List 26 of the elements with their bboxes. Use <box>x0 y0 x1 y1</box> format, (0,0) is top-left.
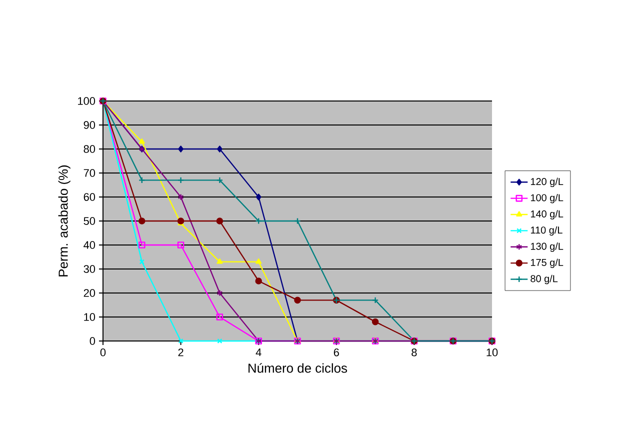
y-tick-label: 20 <box>84 289 96 297</box>
x-tick-label: 0 <box>100 348 106 356</box>
y-tick-label: 100 <box>78 97 96 105</box>
legend-label: 120 g/L <box>530 178 564 188</box>
y-tick-label: 10 <box>84 313 96 321</box>
y-tick-label: 50 <box>84 217 96 225</box>
legend-label: 100 g/L <box>530 194 564 204</box>
x-axis-title: Número de ciclos <box>248 363 348 373</box>
x-tick-label: 4 <box>256 348 262 356</box>
x-tick-label: 2 <box>178 348 184 356</box>
y-tick-label: 40 <box>84 241 96 249</box>
y-tick-label: 30 <box>84 265 96 273</box>
x-tick-label: 6 <box>334 348 339 356</box>
y-tick-label: 70 <box>84 169 96 177</box>
y-axis-title: Perm. acabado (%) <box>58 165 70 276</box>
x-tick-label: 8 <box>412 348 417 356</box>
y-tick-label: 60 <box>84 193 96 201</box>
legend-label: 140 g/L <box>530 210 564 220</box>
y-tick-label: 0 <box>90 337 96 345</box>
legend-label: 175 g/L <box>530 258 564 268</box>
legend-label: 130 g/L <box>530 242 564 252</box>
x-tick-label: 10 <box>486 348 498 356</box>
y-tick-label: 80 <box>84 145 96 153</box>
legend-label: 110 g/L <box>530 226 562 236</box>
legend-label: 80 g/L <box>530 274 558 284</box>
y-tick-label: 90 <box>84 121 96 129</box>
